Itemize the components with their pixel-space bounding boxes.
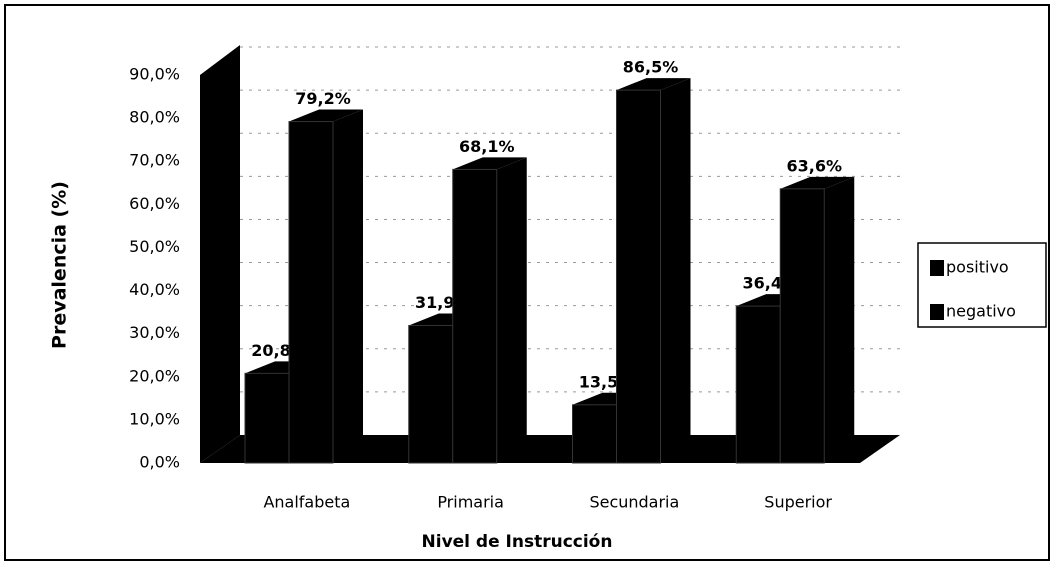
- y-tick-label: 80,0%: [129, 108, 180, 127]
- bar-side: [496, 157, 527, 463]
- value-label: 68,1%: [459, 137, 515, 156]
- bar-top: [616, 78, 691, 91]
- y-tick-label: 40,0%: [129, 280, 180, 299]
- legend-swatch: [930, 304, 944, 320]
- bar-side: [824, 176, 855, 463]
- x-tick-label: Analfabeta: [263, 493, 350, 512]
- y-tick-label: 20,0%: [129, 366, 180, 385]
- bar: [572, 404, 617, 464]
- bar-side: [660, 78, 691, 463]
- y-axis-title: Prevalencia (%): [49, 181, 71, 349]
- side-wall: [200, 45, 240, 463]
- value-label: 86,5%: [623, 58, 679, 77]
- y-tick-label: 30,0%: [129, 323, 180, 342]
- bar: [408, 324, 454, 464]
- bar-top: [289, 109, 363, 122]
- legend-label: positivo: [946, 258, 1009, 277]
- y-tick-label: 0,0%: [139, 453, 180, 472]
- y-tick-label: 60,0%: [129, 194, 180, 213]
- bar: [779, 188, 825, 464]
- y-tick-label: 50,0%: [129, 237, 180, 256]
- bar: [616, 89, 661, 464]
- x-axis-title: Nivel de Instrucción: [422, 532, 613, 552]
- bar: [244, 372, 290, 464]
- y-tick-label: 70,0%: [129, 151, 180, 170]
- bar-side: [333, 109, 363, 463]
- bar: [452, 168, 498, 464]
- bar-top: [780, 176, 855, 189]
- x-tick-label: Superior: [764, 493, 832, 512]
- floor: [200, 435, 900, 463]
- value-label: 63,6%: [786, 156, 842, 175]
- value-label: 79,2%: [295, 89, 351, 108]
- x-tick-label: Secundaria: [589, 493, 679, 512]
- frame: [4, 4, 1050, 561]
- legend-swatch: [930, 260, 944, 276]
- bar: [735, 305, 781, 464]
- bar: [288, 121, 334, 464]
- y-tick-label: 10,0%: [129, 409, 180, 428]
- x-tick-label: Primaria: [437, 493, 504, 512]
- y-tick-label: 90,0%: [129, 65, 180, 84]
- legend-label: negativo: [946, 302, 1016, 321]
- bar-top: [452, 157, 527, 170]
